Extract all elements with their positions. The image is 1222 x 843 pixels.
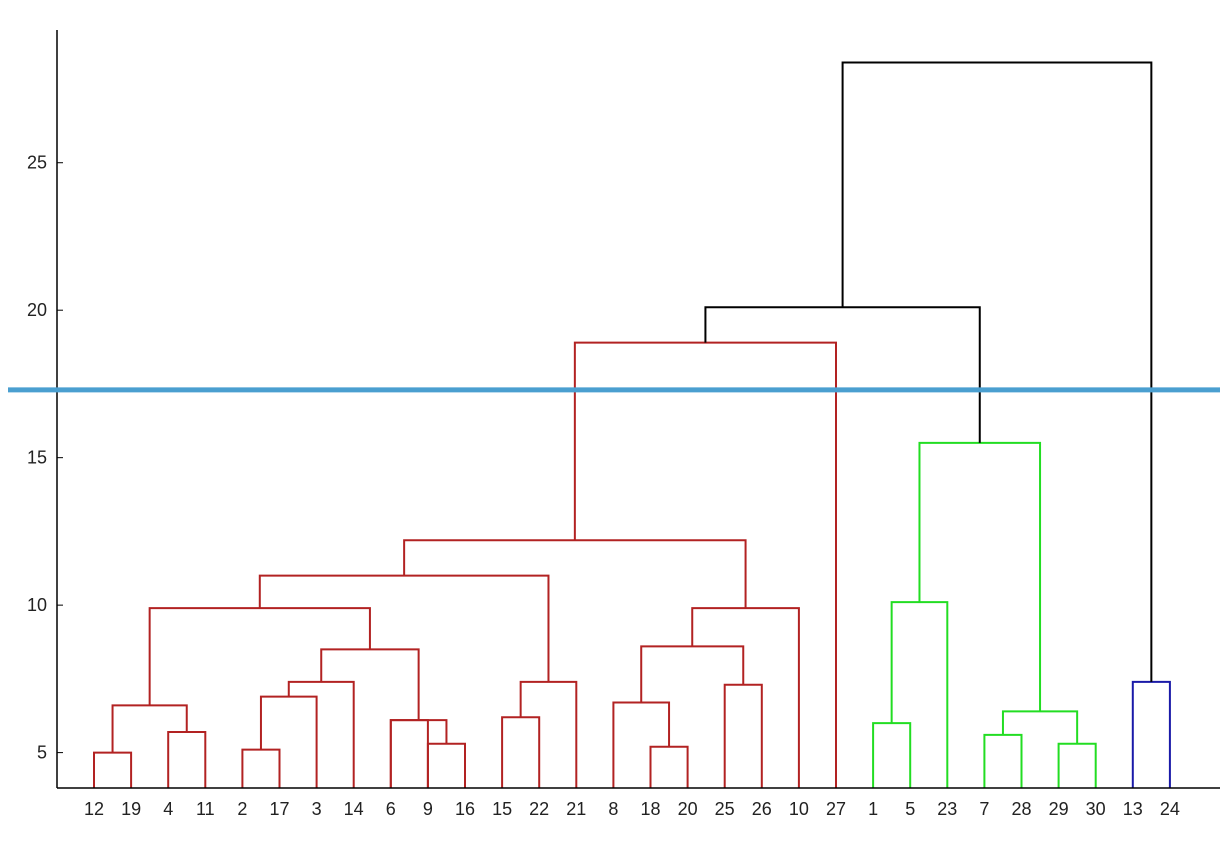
leaf-label: 27 (826, 799, 846, 819)
leaf-label: 9 (423, 799, 433, 819)
leaf-label: 24 (1160, 799, 1180, 819)
leaf-label: 18 (640, 799, 660, 819)
cluster-link (258, 574, 550, 682)
leaf-label: 10 (789, 799, 809, 819)
leaf-label: 26 (752, 799, 772, 819)
cluster-link (519, 680, 578, 788)
leaf-label: 5 (905, 799, 915, 819)
leaf-merge-link (723, 683, 763, 788)
cluster-link (403, 539, 747, 609)
top-link (704, 306, 981, 443)
cluster-link (640, 645, 745, 703)
y-axis-ticks: 5 10 15 20 25 (27, 153, 63, 763)
leaf-label: 30 (1086, 799, 1106, 819)
leaf-merge-link (872, 722, 912, 788)
cluster-link (1001, 710, 1079, 744)
leaf-label: 4 (163, 799, 173, 819)
leaf-merge-link (501, 716, 541, 788)
leaf-label: 6 (386, 799, 396, 819)
cluster-link (320, 648, 420, 721)
axes (56, 30, 1220, 789)
y-tick-label: 10 (27, 595, 47, 615)
dendrogram-links (93, 61, 1171, 788)
cluster-link (691, 607, 800, 788)
leaf-label: 25 (715, 799, 735, 819)
leaf-label: 15 (492, 799, 512, 819)
cluster-link (612, 701, 671, 788)
leaf-merge-link (167, 730, 207, 788)
leaf-label: 17 (269, 799, 289, 819)
root-link (841, 61, 1153, 682)
leaf-label: 22 (529, 799, 549, 819)
cluster-link (148, 607, 371, 706)
leaf-label: 7 (979, 799, 989, 819)
leaf-labels: 12 19 4 11 2 17 3 14 6 9 16 15 22 21 8 18 20 25 26 10 27 1 5 23… (84, 799, 1180, 819)
y-tick-label: 20 (27, 300, 47, 320)
leaf-merge-link (983, 733, 1023, 788)
leaf-label: 20 (678, 799, 698, 819)
leaf-label: 2 (237, 799, 247, 819)
leaf-merge-link (426, 742, 466, 788)
y-tick-label: 25 (27, 153, 47, 173)
leaf-merge-link (93, 751, 133, 788)
leaf-merge-link (1057, 742, 1097, 788)
cluster-link (389, 719, 448, 788)
leaf-label: 23 (937, 799, 957, 819)
leaf-label: 16 (455, 799, 475, 819)
y-tick-label: 15 (27, 448, 47, 468)
leaf-label: 11 (196, 799, 215, 819)
leaf-label: 19 (121, 799, 141, 819)
leaf-label: 29 (1049, 799, 1069, 819)
leaf-merge-link (241, 748, 281, 788)
leaf-label: 8 (608, 799, 618, 819)
leaf-label: 1 (868, 799, 878, 819)
cluster-link (287, 680, 355, 788)
cluster-link (918, 441, 1042, 712)
leaf-label: 3 (312, 799, 322, 819)
leaf-label: 13 (1123, 799, 1143, 819)
cluster-link (111, 704, 188, 753)
leaf-label: 14 (344, 799, 364, 819)
cluster-link (259, 695, 318, 788)
leaf-merge-link (1131, 680, 1171, 788)
leaf-merge-link (389, 719, 429, 788)
y-tick-label: 5 (37, 743, 47, 763)
leaf-label: 12 (84, 799, 104, 819)
leaf-label: 28 (1011, 799, 1031, 819)
leaf-label: 21 (566, 799, 586, 819)
cluster-link (890, 601, 949, 788)
leaf-merge-link (649, 745, 689, 788)
